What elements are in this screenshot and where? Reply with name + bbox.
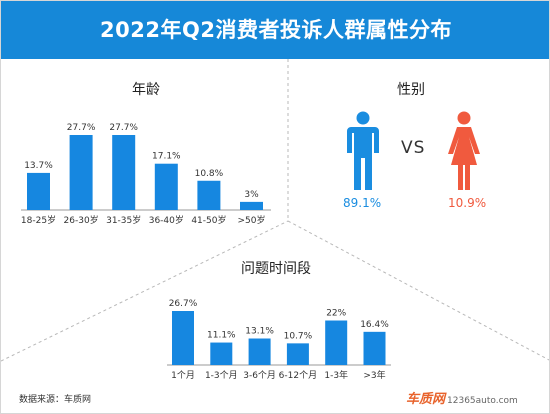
bar: [325, 320, 348, 365]
category-label: >3年: [363, 369, 385, 381]
data-label: 22%: [326, 309, 346, 319]
bar: [363, 331, 386, 365]
left-diagonal-divider: [1, 220, 289, 362]
brand-logo: 车质网 12365auto.com: [406, 388, 546, 410]
category-label: 36-40岁: [149, 214, 184, 226]
bar: [112, 135, 136, 210]
bar: [172, 311, 194, 365]
category-label: >50岁: [238, 214, 266, 226]
category-label: 1-3年: [324, 369, 348, 381]
bar: [27, 172, 50, 210]
logo-name: 车质网: [406, 392, 446, 407]
data-label: 11.1%: [207, 331, 236, 341]
category-label: 31-35岁: [106, 214, 141, 226]
category-label: 1-3个月: [205, 370, 238, 381]
age-chart-title: 年龄: [132, 82, 160, 98]
category-label: 3-6个月: [243, 370, 276, 381]
bar: [210, 342, 233, 365]
logo-url: 12365auto.com: [447, 396, 518, 406]
bar: [154, 163, 178, 210]
category-label: 1个月: [171, 370, 195, 381]
gender-panel-title: 性别: [397, 82, 425, 98]
category-label: 18-25岁: [21, 214, 56, 226]
data-label: 3%: [244, 190, 259, 200]
data-label: 26.7%: [169, 299, 198, 309]
versus-label: VS: [401, 138, 426, 158]
female-percentage: 10.9%: [448, 196, 487, 210]
category-label: 41-50岁: [191, 214, 226, 226]
category-label: 26-30岁: [64, 214, 99, 226]
bar: [248, 338, 271, 365]
data-label: 27.7%: [109, 123, 138, 133]
data-label: 10.8%: [195, 169, 224, 179]
category-label: 6-12个月: [279, 370, 317, 381]
page-title: 2022年Q2消费者投诉人群属性分布: [100, 18, 452, 42]
male-percentage: 89.1%: [343, 196, 382, 210]
data-label: 16.4%: [360, 320, 389, 330]
title-banner: 2022年Q2消费者投诉人群属性分布: [1, 1, 549, 59]
bar: [240, 201, 263, 210]
data-label: 13.7%: [24, 161, 53, 171]
right-diagonal-divider: [287, 220, 549, 361]
bar: [69, 135, 93, 210]
age-bar-chart: 13.7% 18-25岁 27.7% 26-30岁 27.7% 31-35岁 17.1% 36…: [21, 123, 271, 226]
data-label: 13.1%: [245, 327, 274, 337]
data-label: 27.7%: [67, 123, 96, 133]
bar: [286, 343, 309, 365]
data-source: 数据来源：车质网: [19, 395, 92, 405]
male-figure-icon: [347, 111, 379, 190]
bar: [197, 180, 221, 210]
data-label: 17.1%: [152, 152, 181, 162]
female-figure-icon: [448, 111, 480, 190]
data-label: 10.7%: [284, 331, 313, 341]
time-chart-title: 问题时间段: [241, 261, 311, 277]
